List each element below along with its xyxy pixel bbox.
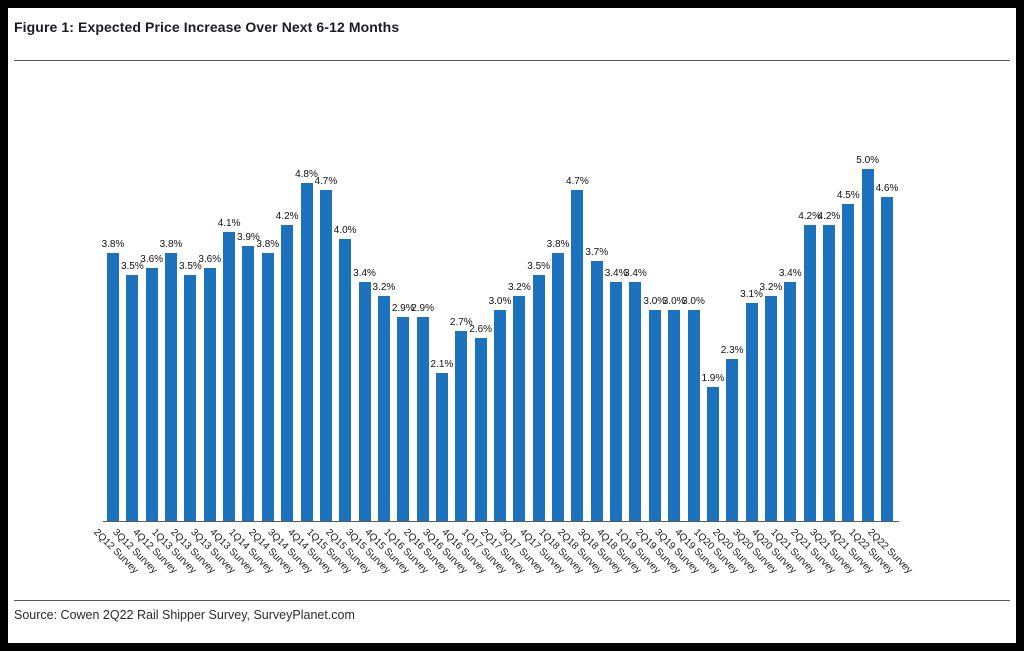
bar-value-label: 3.8% (101, 239, 125, 250)
bar (300, 183, 313, 521)
bar (571, 190, 584, 521)
bar-value-label: 4.1% (217, 218, 241, 229)
bar (745, 303, 758, 521)
bar-value-label: 2.1% (430, 359, 454, 370)
bar (358, 282, 371, 521)
bar (513, 296, 526, 521)
bar-value-label: 3.1% (740, 289, 763, 300)
title-divider-line (14, 60, 1010, 61)
bar (822, 225, 835, 521)
bar (397, 317, 410, 521)
bar-value-label: 3.8% (546, 239, 570, 250)
bar-value-label: 3.2% (759, 282, 783, 293)
bar-value-label: 4.2% (817, 211, 841, 222)
bar-value-label: 3.8% (159, 239, 183, 250)
bar-value-label: 3.5% (178, 261, 202, 272)
bar (281, 225, 294, 521)
bar (494, 310, 506, 521)
bar (610, 282, 623, 521)
bar-value-label: 2.7% (449, 317, 473, 328)
bar-value-label: 3.4% (778, 268, 802, 279)
bar (184, 275, 197, 521)
bar-value-label: 4.7% (314, 176, 338, 187)
bar (803, 225, 816, 521)
bar-value-label: 3.4% (353, 268, 376, 279)
bar (706, 387, 719, 521)
source-note: Source: Cowen 2Q22 Rail Shipper Survey, … (14, 608, 355, 622)
bar-value-label: 4.7% (565, 176, 589, 187)
bar-value-label: 2.9% (411, 303, 434, 314)
bar-value-label: 3.2% (372, 282, 396, 293)
bar-value-label: 4.2% (275, 211, 299, 222)
bar-value-label: 3.7% (585, 247, 609, 258)
bar-value-label: 4.5% (836, 190, 860, 201)
bar (629, 282, 642, 521)
bar (474, 338, 487, 521)
bar (203, 268, 216, 521)
bar-value-label: 4.6% (875, 183, 899, 194)
bar (261, 253, 274, 521)
bar-value-label: 2.3% (720, 345, 744, 356)
bar-value-label: 2.6% (469, 324, 493, 335)
bar-value-label: 4.2% (798, 211, 821, 222)
bar-value-label: 3.4% (624, 268, 647, 279)
bar-value-label: 3.9% (237, 232, 260, 243)
bar-value-label: 3.0% (682, 296, 705, 307)
bar (165, 253, 178, 521)
bar-value-label: 4.8% (295, 169, 318, 180)
bar (319, 190, 332, 521)
bar (668, 310, 681, 521)
bar (842, 204, 855, 521)
bar (590, 261, 603, 521)
bar (726, 359, 739, 521)
bar-value-label: 3.0% (488, 296, 512, 307)
bar (648, 310, 661, 521)
bar (455, 331, 468, 521)
bar (784, 282, 797, 521)
bar-value-label: 1.9% (701, 373, 725, 384)
bar (435, 373, 448, 521)
bar-value-label: 3.6% (140, 254, 164, 265)
bar-value-label: 3.5% (527, 261, 551, 272)
x-axis-line (103, 521, 899, 522)
figure-title: Figure 1: Expected Price Increase Over N… (14, 19, 400, 35)
bar-value-label: 5.0% (856, 155, 880, 166)
bar-value-label: 3.5% (120, 261, 144, 272)
bar (126, 275, 139, 521)
bar (764, 296, 777, 521)
bar-value-label: 3.0% (643, 296, 667, 307)
bar (377, 296, 390, 521)
bar (532, 275, 545, 521)
bar-value-label: 2.9% (391, 303, 415, 314)
bar-value-label: 3.4% (604, 268, 628, 279)
bar (107, 253, 119, 521)
bar-value-label: 4.0% (333, 225, 357, 236)
bar-value-label: 3.2% (507, 282, 531, 293)
bar (339, 239, 352, 521)
bar-value-label: 3.0% (662, 296, 686, 307)
bar (223, 232, 236, 521)
bar-value-label: 3.6% (198, 254, 222, 265)
bar (861, 169, 874, 521)
source-divider-line (14, 600, 1010, 601)
bar-value-label: 3.8% (256, 239, 280, 250)
bar (687, 310, 700, 521)
bar (242, 246, 255, 521)
bar (881, 197, 893, 521)
bar (552, 253, 565, 521)
bar (145, 268, 158, 521)
bar (416, 317, 429, 521)
